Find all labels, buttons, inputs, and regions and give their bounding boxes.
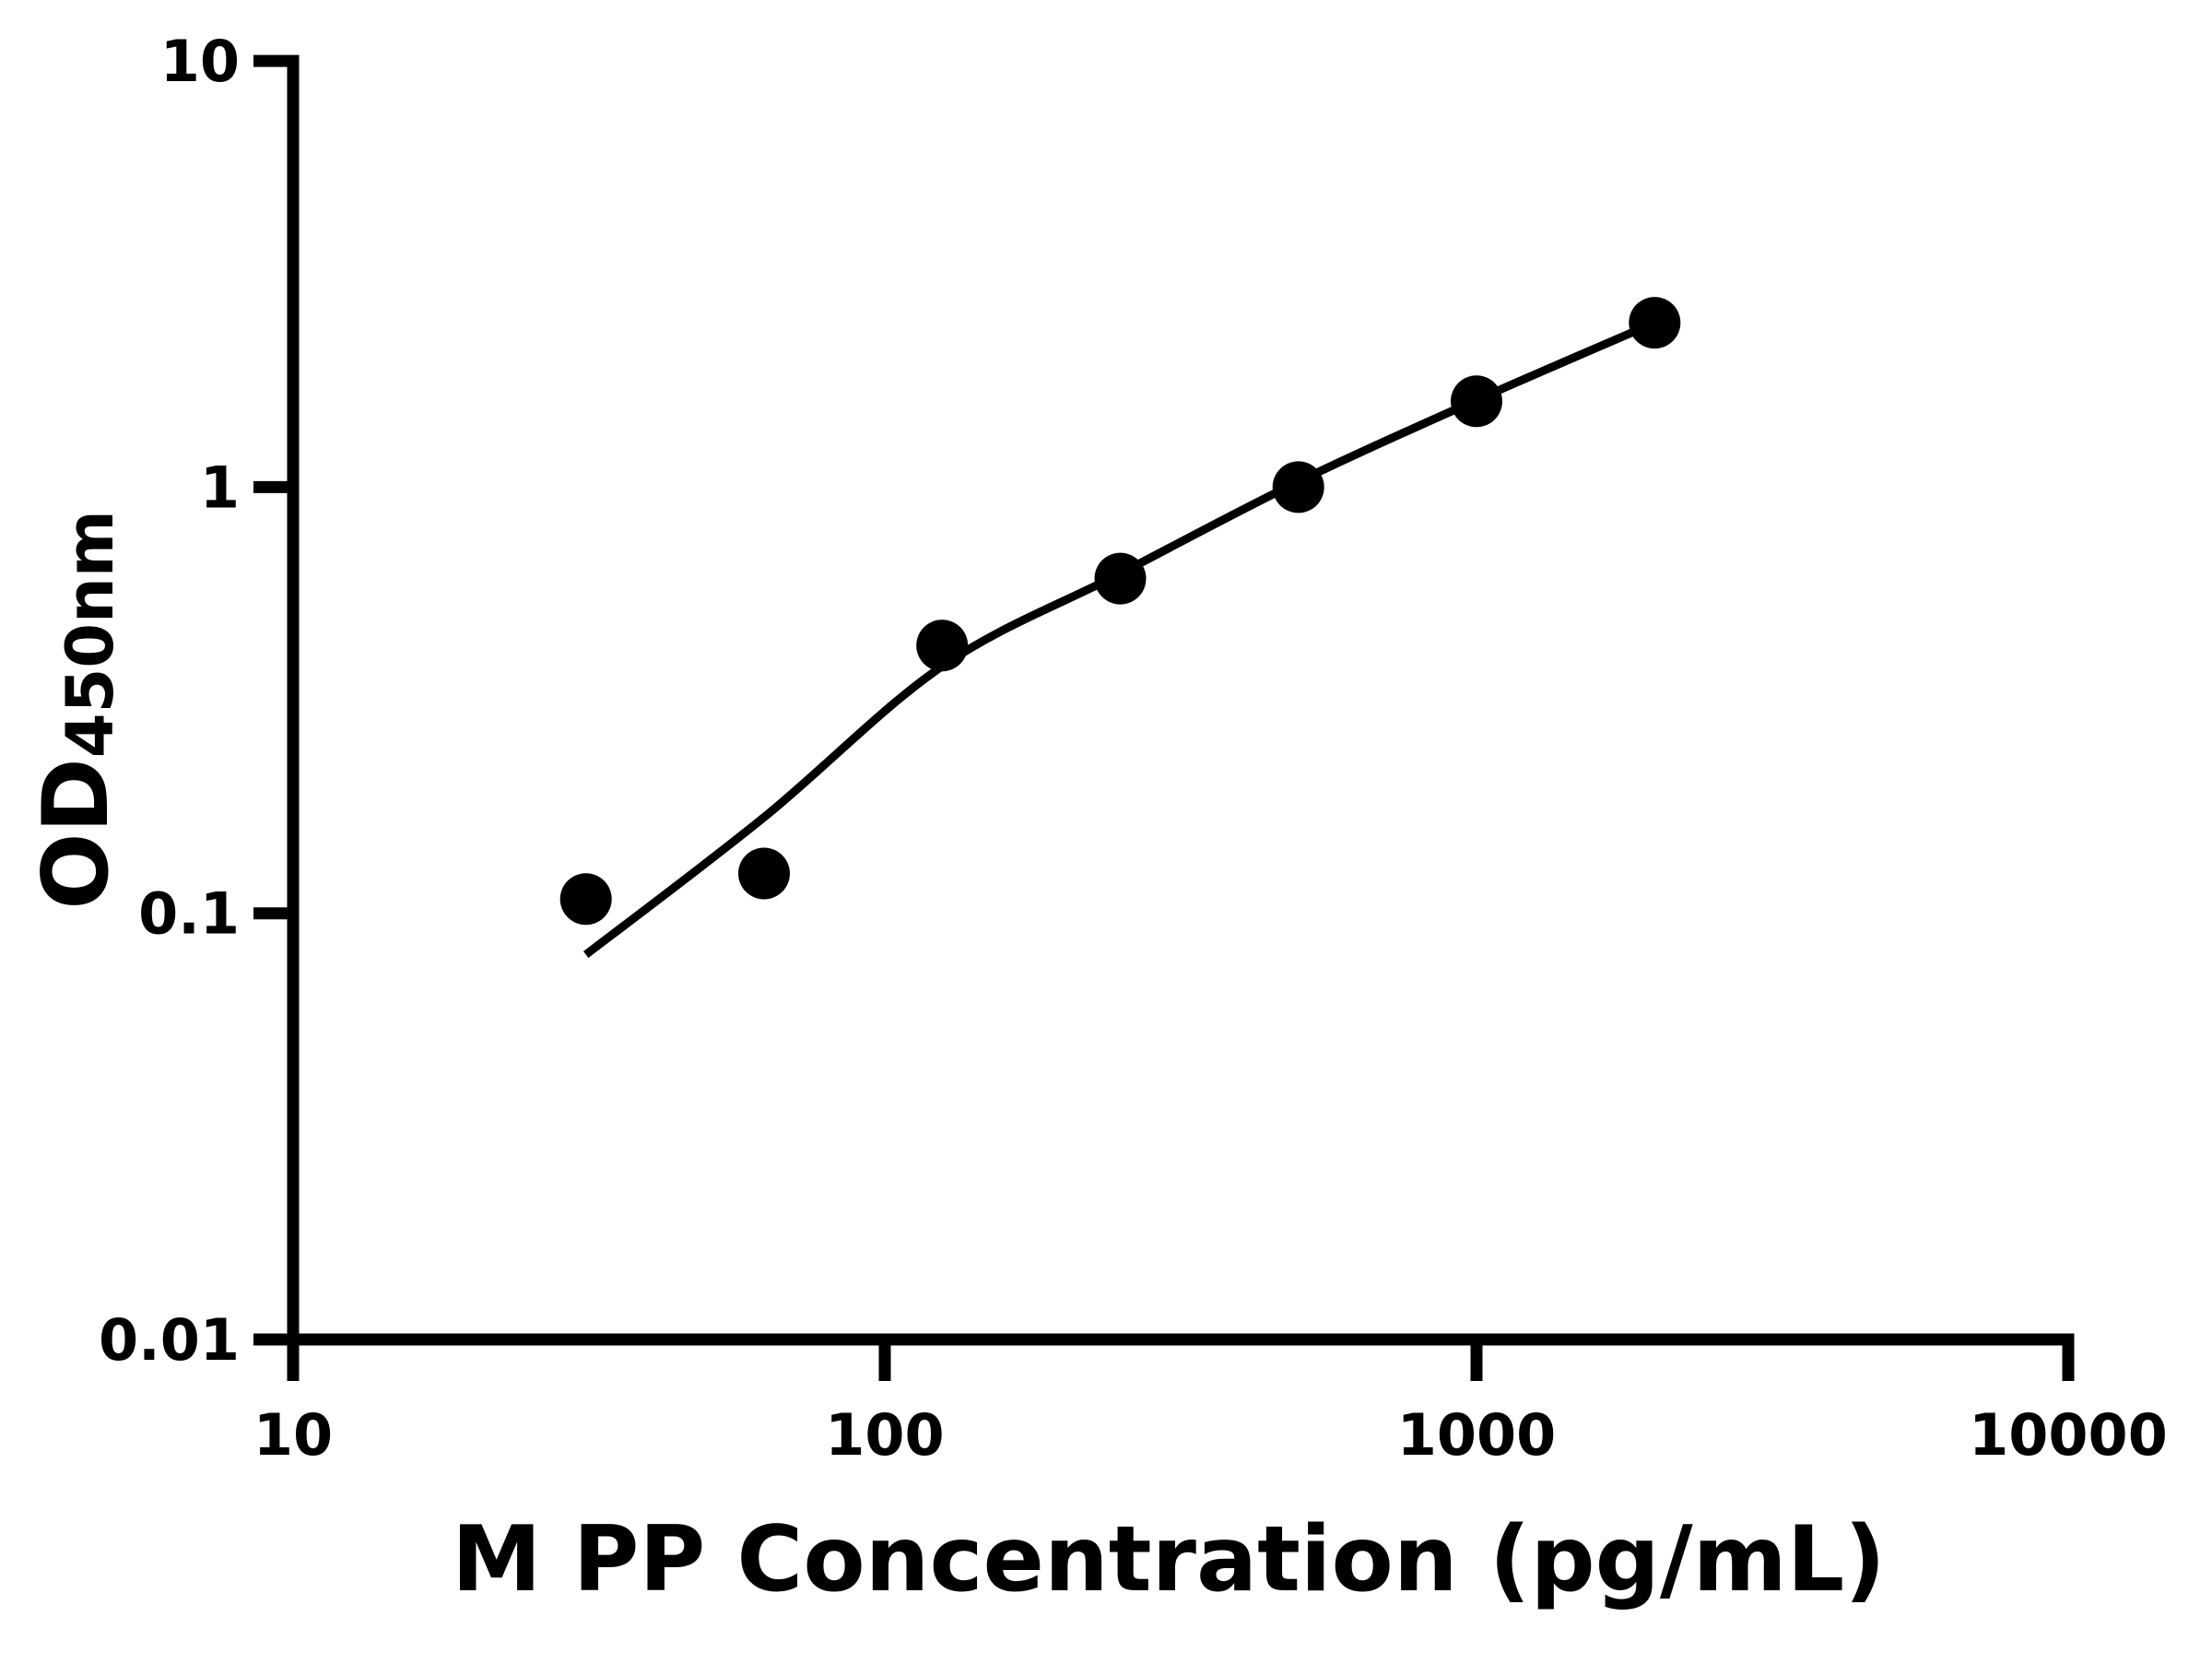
- y-axis-title: OD450nm: [24, 510, 129, 910]
- data-point: [1094, 552, 1147, 605]
- y-tick-label: 0.1: [138, 880, 240, 948]
- x-tick-label: 10000: [1969, 1401, 2168, 1469]
- y-tick-label: 1: [200, 454, 240, 521]
- x-tick-label: 1000: [1397, 1401, 1557, 1469]
- data-point: [1451, 375, 1502, 428]
- x-tick-label: 10: [253, 1401, 333, 1469]
- y-axis-title-sub: 450nm: [53, 510, 128, 758]
- x-axis-title: M PP Concentration (pg/mL): [452, 1507, 1886, 1612]
- x-tick-label: 100: [825, 1401, 944, 1469]
- y-axis-title-main: OD: [24, 758, 129, 910]
- data-point: [559, 873, 612, 926]
- axes-lines: [253, 61, 2075, 1346]
- plot-generated-content: 10 100 1000 10000 10 1 0.1 0.01: [99, 28, 2168, 1469]
- y-tick-label: 10: [160, 28, 240, 95]
- data-point: [1272, 461, 1324, 513]
- data-point: [738, 847, 790, 900]
- data-point: [1629, 297, 1681, 349]
- y-tick-label: 0.01: [99, 1306, 240, 1374]
- data-point: [916, 620, 969, 672]
